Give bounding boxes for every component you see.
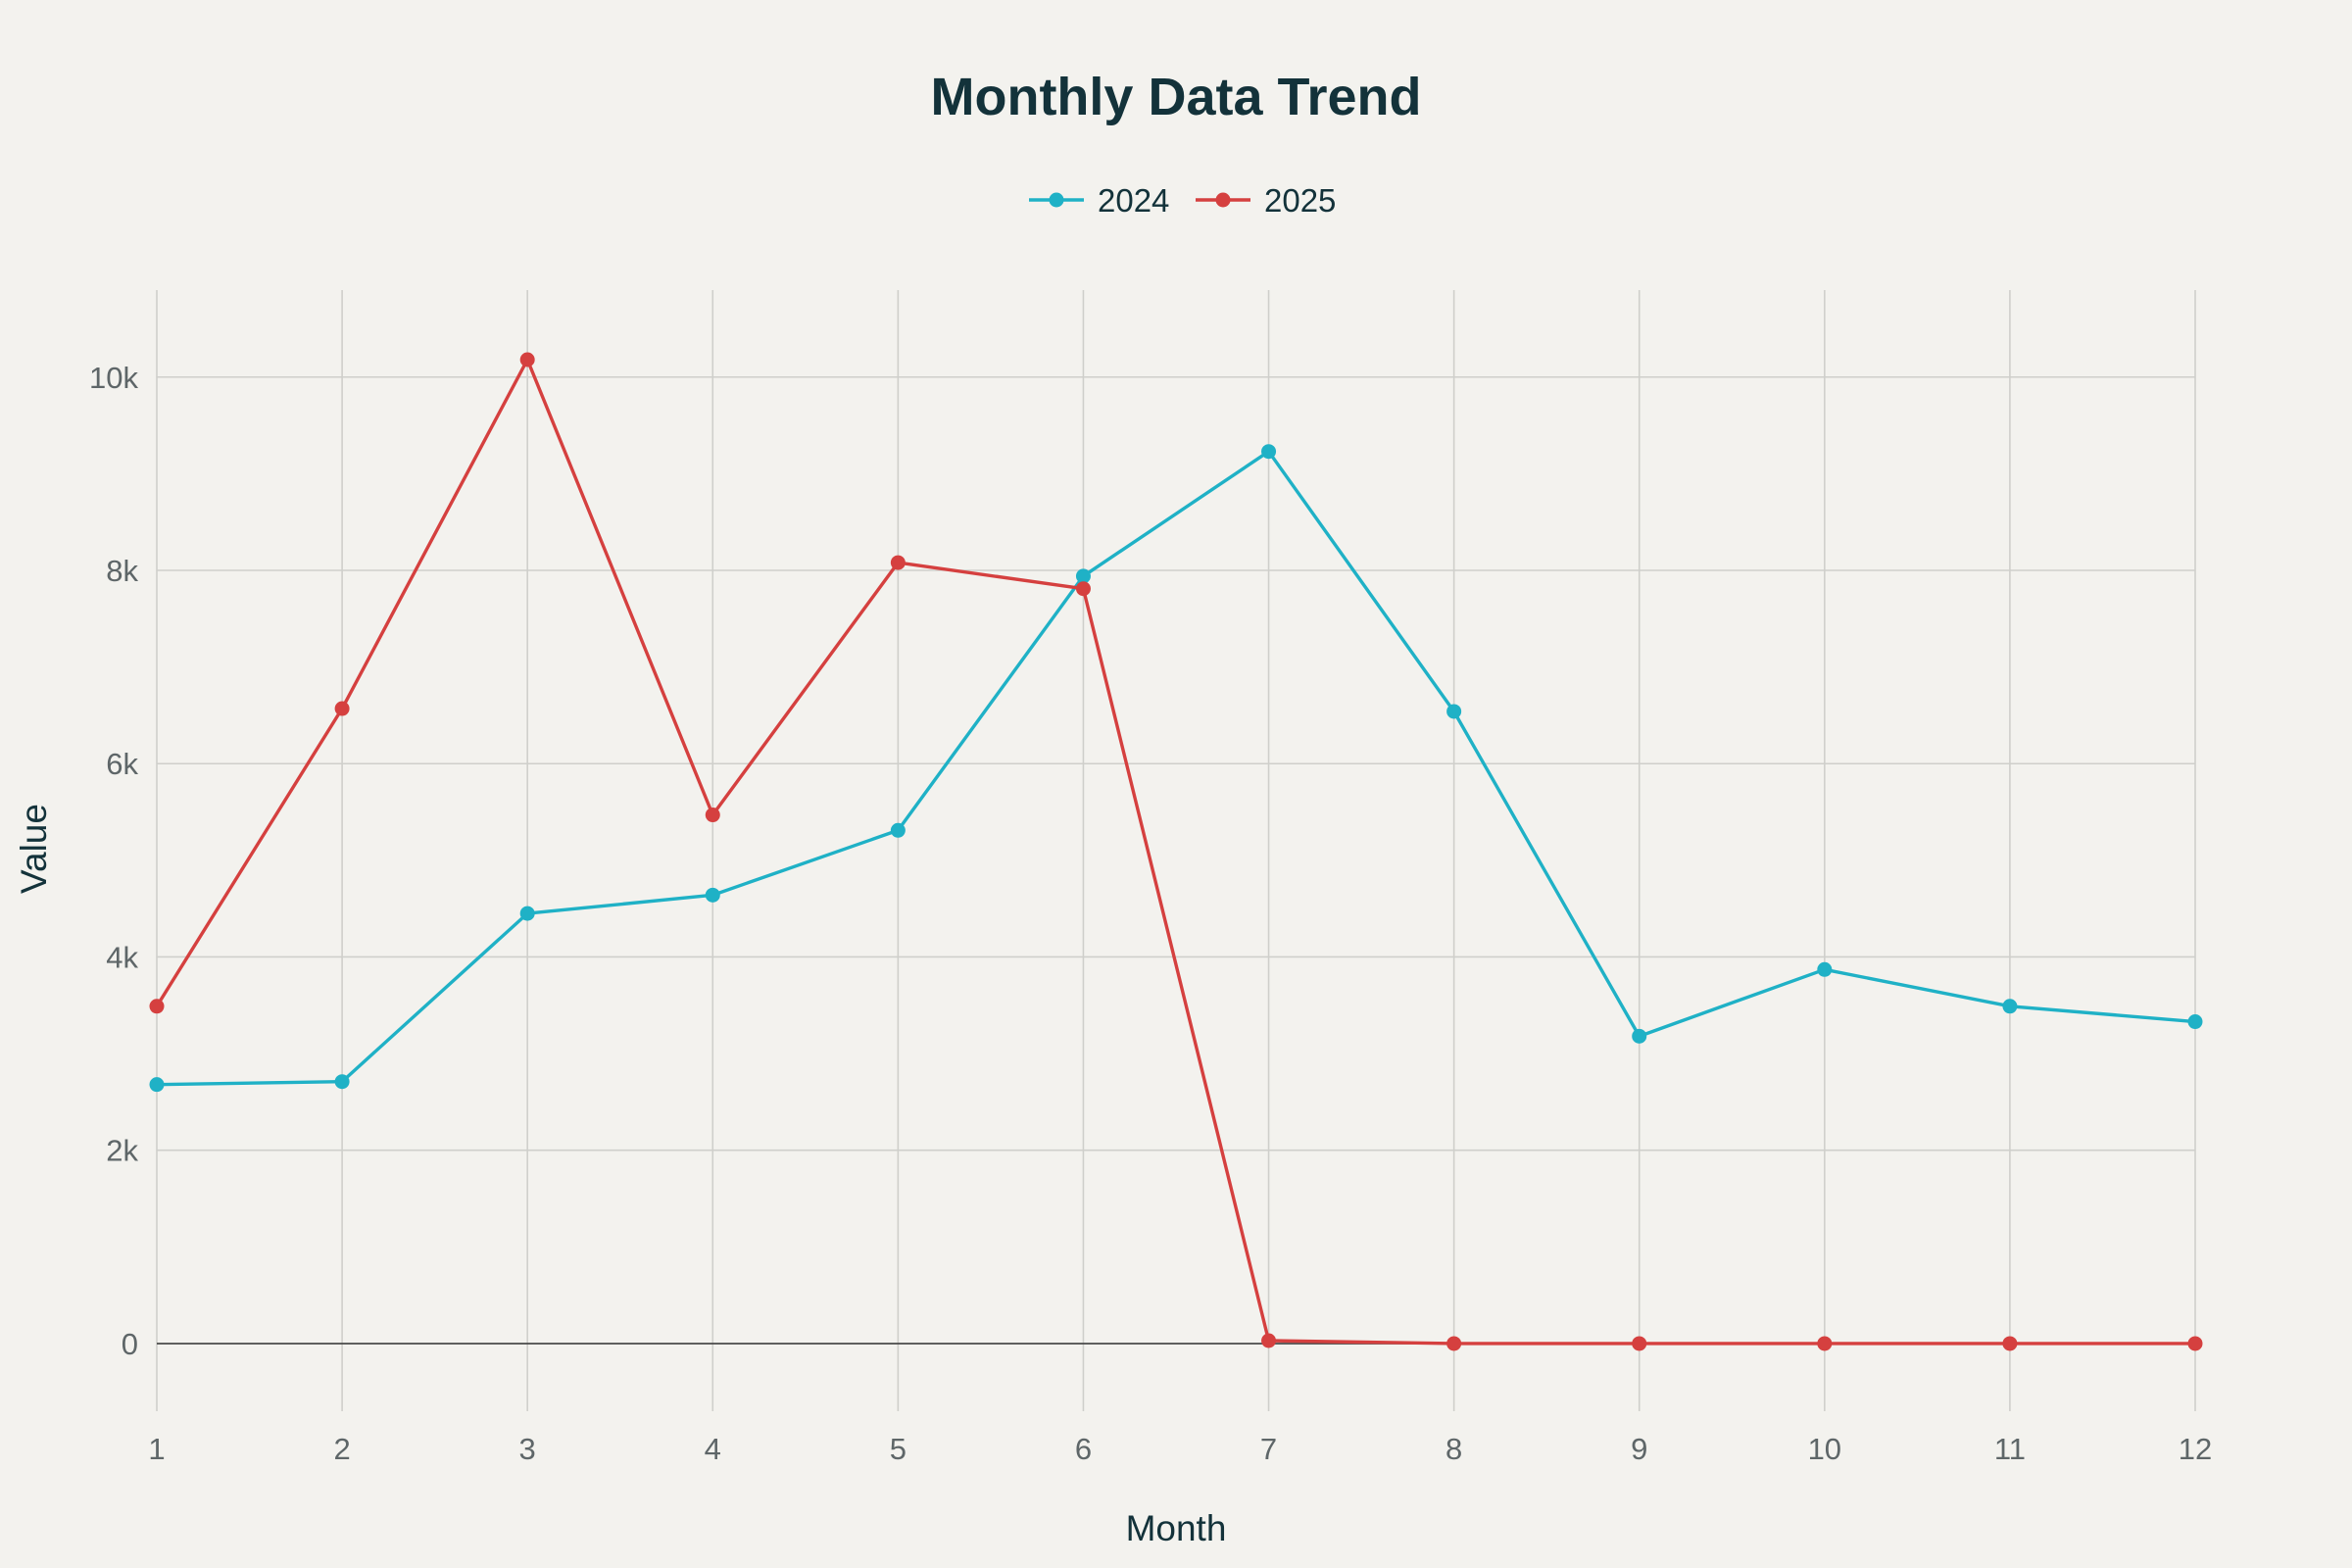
x-tick-label: 11 [1994,1432,2026,1466]
series-2025 [149,352,2203,1351]
data-point-2025 [1632,1336,1647,1351]
data-point-2024 [1446,704,1462,719]
data-point-2025 [2187,1336,2203,1351]
data-point-2024 [519,906,535,921]
x-tick-label: 12 [2179,1432,2212,1466]
data-point-2025 [890,555,906,570]
x-tick-label: 5 [890,1432,906,1466]
series-layer [149,352,2203,1351]
legend-swatch-marker [1049,192,1064,208]
data-point-2025 [2002,1336,2018,1351]
gridlines [156,290,2196,1411]
x-tick-label: 3 [519,1432,536,1466]
data-point-2025 [519,352,535,368]
y-axis-title: Value [14,804,54,894]
data-point-2025 [149,999,165,1014]
legend-swatch-marker [1215,192,1231,208]
x-tick-label: 1 [148,1432,165,1466]
data-point-2024 [2002,999,2018,1014]
series-line-2024 [156,449,2196,1087]
data-point-2025 [334,701,350,716]
y-tick-label: 6k [106,747,138,781]
data-point-2025 [1075,581,1091,597]
x-tick-label: 10 [1808,1432,1841,1466]
x-tick-label: 6 [1075,1432,1092,1466]
legend-label: 2025 [1264,182,1336,219]
data-point-2024 [890,822,906,838]
y-tick-label: 0 [122,1327,138,1361]
data-point-2024 [149,1077,165,1093]
data-point-2024 [1075,568,1091,584]
data-point-2024 [2187,1014,2203,1030]
chart-title: Monthly Data Trend [930,68,1421,126]
legend-label: 2024 [1098,182,1169,219]
legend-item-2024: 2024 [1029,182,1169,219]
x-tick-label: 7 [1260,1432,1277,1466]
y-axis-ticks: 0 2k 4k 6k 8k 10k [89,361,138,1361]
data-point-2025 [1261,1333,1277,1348]
series-2024 [149,444,2203,1093]
x-axis-title: Month [1126,1508,1227,1548]
data-point-2024 [1817,961,1833,977]
legend-item-2025: 2025 [1196,182,1336,219]
x-axis-ticks: 1 2 3 4 5 6 7 8 9 10 11 12 [148,1432,2212,1466]
data-point-2024 [1632,1028,1647,1044]
data-point-2025 [1446,1336,1462,1351]
x-tick-label: 4 [705,1432,721,1466]
data-point-2025 [1817,1336,1833,1351]
y-tick-label: 2k [106,1134,138,1168]
x-tick-label: 9 [1631,1432,1647,1466]
data-point-2024 [705,887,720,903]
x-tick-label: 8 [1446,1432,1462,1466]
data-point-2024 [1261,444,1277,460]
y-tick-label: 4k [106,940,138,974]
data-point-2025 [705,808,720,823]
x-tick-label: 2 [333,1432,350,1466]
legend: 2024 2025 [1029,182,1336,219]
data-point-2024 [334,1074,350,1090]
series-line-2025 [155,358,2195,1346]
y-tick-label: 10k [89,361,138,395]
y-tick-label: 8k [106,554,138,588]
